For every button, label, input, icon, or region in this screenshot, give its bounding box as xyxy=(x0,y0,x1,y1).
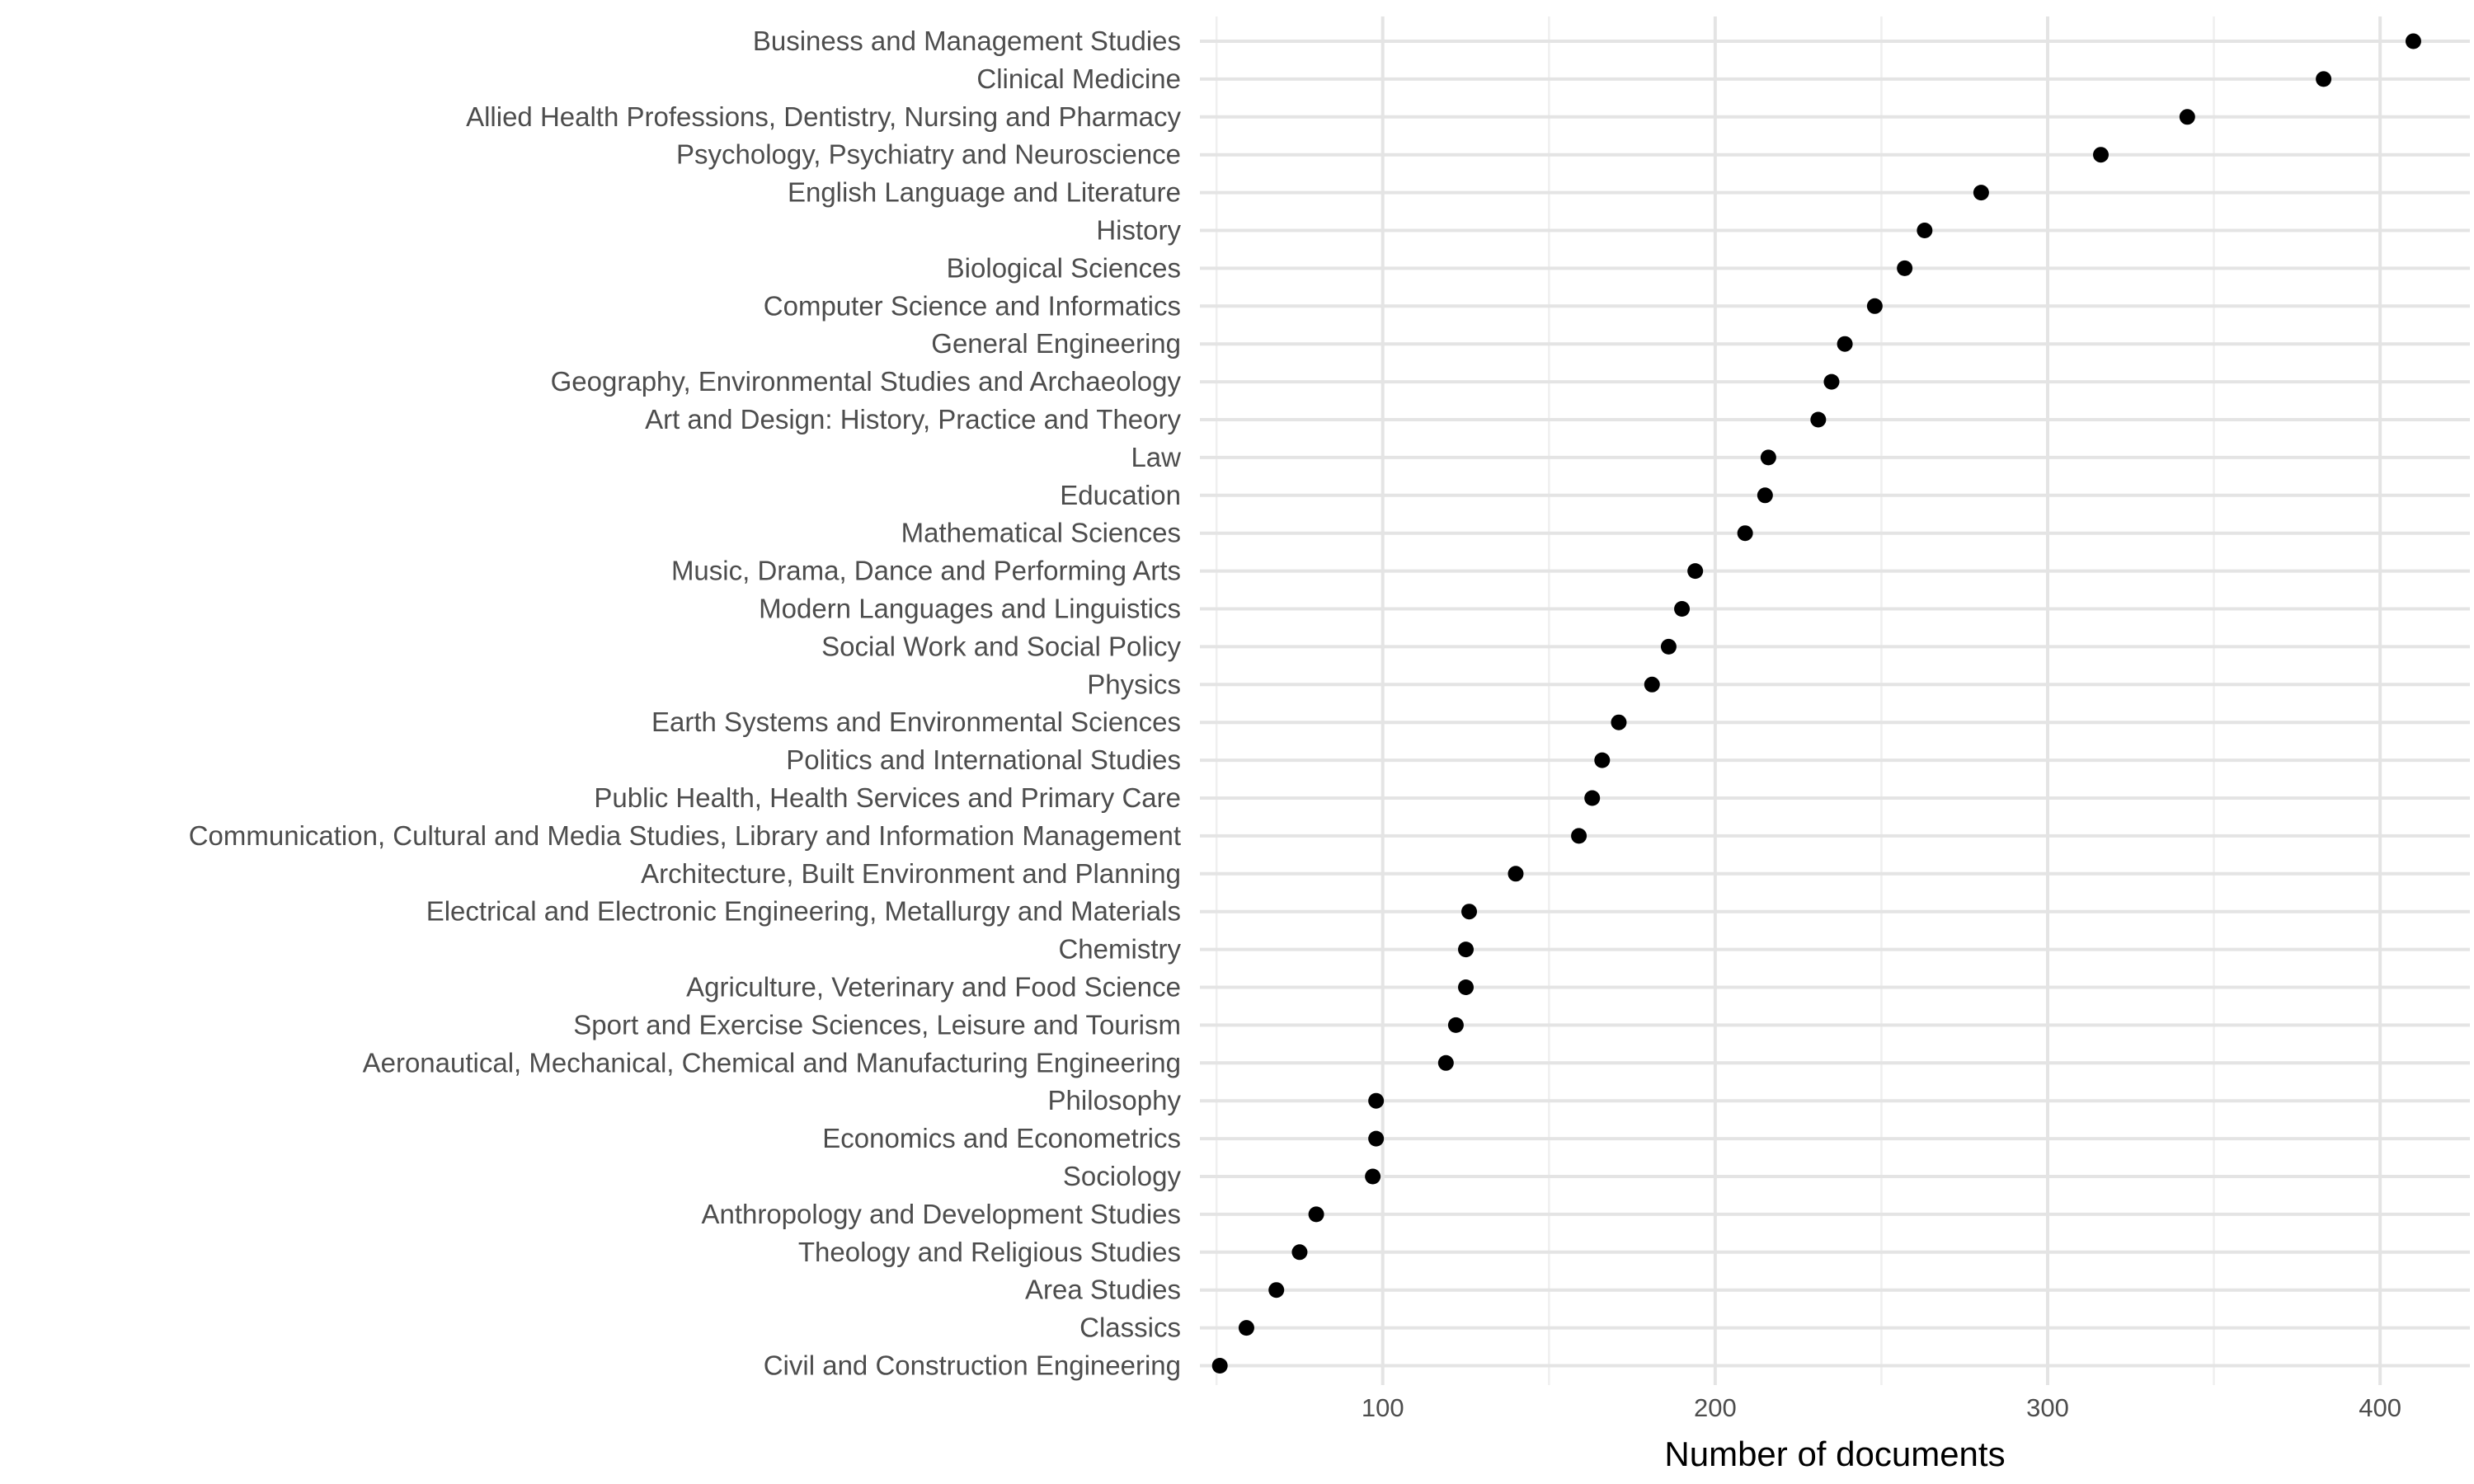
category-label: Classics xyxy=(1079,1313,1181,1343)
data-point xyxy=(1571,828,1587,844)
category-label: Computer Science and Informatics xyxy=(764,290,1181,321)
data-point xyxy=(1238,1320,1254,1336)
category-label: Geography, Environmental Studies and Arc… xyxy=(551,366,1182,397)
x-tick-label: 200 xyxy=(1694,1393,1737,1422)
category-label: English Language and Literature xyxy=(788,177,1181,208)
category-label: Politics and International Studies xyxy=(786,744,1181,775)
x-tick-label: 400 xyxy=(2359,1393,2401,1422)
data-point xyxy=(1973,185,1989,201)
category-label: Business and Management Studies xyxy=(753,26,1181,56)
data-point xyxy=(2405,33,2421,49)
data-point xyxy=(1737,525,1753,542)
category-labels: Business and Management Studies Clinical … xyxy=(189,26,1182,1381)
data-point xyxy=(1368,1130,1385,1147)
data-point xyxy=(1660,638,1677,655)
data-point xyxy=(2316,71,2332,87)
category-label: Mathematical Sciences xyxy=(901,518,1181,548)
data-point xyxy=(2179,109,2195,125)
data-point xyxy=(1268,1282,1285,1298)
category-label: Allied Health Professions, Dentistry, Nu… xyxy=(466,101,1181,132)
category-label: Psychology, Psychiatry and Neuroscience xyxy=(676,139,1181,170)
data-point xyxy=(1866,298,1883,314)
data-point xyxy=(1365,1168,1381,1185)
data-point xyxy=(1611,714,1627,730)
category-label: Clinical Medicine xyxy=(976,63,1181,94)
category-label: Law xyxy=(1131,442,1181,472)
category-label: Physics xyxy=(1087,669,1181,699)
x-axis-title: Number of documents xyxy=(1664,1435,2005,1473)
data-point xyxy=(1810,411,1827,428)
category-label: Modern Languages and Linguistics xyxy=(759,594,1181,624)
data-point xyxy=(1644,676,1660,693)
category-label: Agriculture, Veterinary and Food Science xyxy=(686,972,1181,1003)
category-label: Social Work and Social Policy xyxy=(821,631,1181,661)
data-point xyxy=(1823,373,1840,390)
category-label: Philosophy xyxy=(1048,1085,1182,1115)
category-label: Sport and Exercise Sciences, Leisure and… xyxy=(573,1009,1181,1040)
data-point xyxy=(1507,866,1524,882)
data-point xyxy=(1837,336,1853,352)
data-point xyxy=(1594,752,1611,768)
category-label: Area Studies xyxy=(1025,1275,1181,1305)
data-point xyxy=(1760,449,1776,466)
category-label: Communication, Cultural and Media Studie… xyxy=(189,820,1181,851)
category-label: Aeronautical, Mechanical, Chemical and M… xyxy=(363,1047,1181,1078)
data-point xyxy=(1211,1358,1228,1374)
data-point xyxy=(1917,223,1933,238)
data-point xyxy=(1674,601,1691,617)
data-point xyxy=(1291,1244,1308,1261)
data-point xyxy=(1687,563,1704,580)
category-label: Chemistry xyxy=(1058,934,1181,965)
x-tick-label: 100 xyxy=(1362,1393,1404,1422)
category-label: Anthropology and Development Studies xyxy=(701,1199,1181,1229)
category-label: Art and Design: History, Practice and Th… xyxy=(645,404,1181,434)
category-label: Biological Sciences xyxy=(947,252,1181,283)
data-point xyxy=(1308,1206,1324,1223)
data-point xyxy=(2093,147,2109,163)
data-point xyxy=(1458,942,1475,958)
category-label: Education xyxy=(1060,480,1181,510)
category-label: General Engineering xyxy=(931,328,1181,359)
data-point xyxy=(1461,904,1478,920)
data-point xyxy=(1897,260,1913,276)
data-points xyxy=(1211,33,2421,1374)
category-label: Electrical and Electronic Engineering, M… xyxy=(426,896,1181,927)
data-point xyxy=(1447,1017,1464,1033)
data-point xyxy=(1368,1092,1385,1109)
category-label: Economics and Econometrics xyxy=(822,1123,1181,1153)
category-label: History xyxy=(1096,215,1181,246)
data-point xyxy=(1458,979,1475,995)
data-point xyxy=(1437,1054,1454,1071)
gridlines xyxy=(1200,16,2470,1385)
category-label: Earth Systems and Environmental Sciences xyxy=(651,707,1181,737)
data-point xyxy=(1584,790,1601,806)
x-axis-ticks: 100 200 300 400 xyxy=(1362,1393,2401,1422)
x-tick-label: 300 xyxy=(2026,1393,2069,1422)
category-label: Architecture, Built Environment and Plan… xyxy=(641,858,1181,889)
category-label: Theology and Religious Studies xyxy=(798,1237,1181,1267)
category-label: Sociology xyxy=(1063,1161,1182,1191)
category-label: Public Health, Health Services and Prima… xyxy=(594,782,1181,813)
category-label: Music, Drama, Dance and Performing Arts xyxy=(671,556,1181,586)
data-point xyxy=(1757,487,1773,504)
category-label: Civil and Construction Engineering xyxy=(764,1350,1181,1381)
